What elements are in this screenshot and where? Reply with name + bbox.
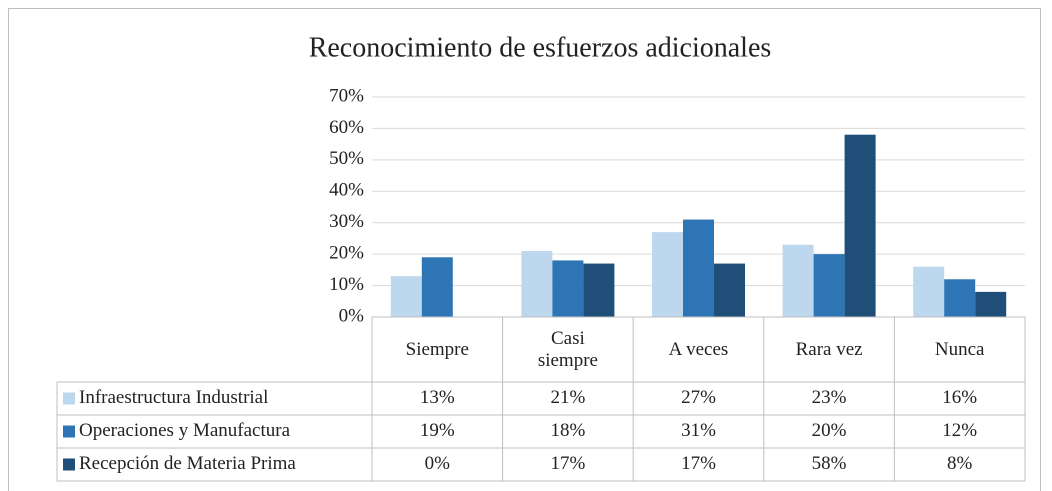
y-tick-label: 70%	[329, 85, 364, 106]
y-tick-label: 60%	[329, 117, 364, 138]
x-tick-label: Siempre	[405, 338, 469, 360]
x-tick-label: Nunca	[934, 338, 985, 360]
data-label: 17%	[550, 453, 585, 474]
data-label: 31%	[681, 420, 716, 441]
data-label: 13%	[420, 387, 455, 408]
data-label: 21%	[550, 387, 585, 408]
bar	[913, 266, 945, 317]
data-label: 17%	[681, 453, 716, 474]
x-tick-cell: Nunca	[934, 338, 985, 360]
data-label: 23%	[812, 387, 847, 408]
x-tick-label: Rara vez	[795, 338, 863, 360]
bar	[844, 134, 876, 317]
bar	[782, 244, 814, 317]
chart-title: Reconocimiento de esfuerzos adicionales	[309, 32, 772, 63]
x-tick-cell: Rara vez	[795, 338, 863, 360]
data-label: 8%	[947, 453, 973, 474]
y-tick-label: 0%	[339, 305, 365, 326]
bar	[521, 251, 553, 317]
data-label: 20%	[812, 420, 847, 441]
legend-label: Operaciones y Manufactura	[79, 420, 291, 441]
data-label: 12%	[942, 420, 977, 441]
y-tick-label: 30%	[329, 211, 364, 232]
data-label: 0%	[425, 453, 451, 474]
bar	[813, 254, 845, 317]
bar	[421, 257, 453, 317]
data-label: 27%	[681, 387, 716, 408]
bar	[552, 260, 584, 317]
x-tick-cell: A veces	[668, 338, 729, 360]
legend-swatch	[63, 458, 75, 471]
y-tick-label: 40%	[329, 180, 364, 201]
bar	[975, 291, 1007, 317]
y-tick-label: 50%	[329, 148, 364, 169]
x-tick-cell: Siempre	[405, 338, 469, 360]
bar	[683, 219, 714, 317]
x-tick-label: A veces	[668, 338, 729, 360]
bar	[390, 276, 422, 317]
y-tick-label: 10%	[329, 274, 364, 295]
legend-swatch	[63, 425, 75, 438]
bar	[583, 263, 615, 317]
y-tick-label: 20%	[329, 243, 364, 264]
data-label: 19%	[420, 420, 455, 441]
data-label: 18%	[550, 420, 585, 441]
legend-label: Infraestructura Industrial	[79, 387, 268, 408]
data-label: 16%	[942, 387, 977, 408]
bar	[652, 232, 683, 317]
chart-border	[8, 8, 1041, 491]
legend-label: Recepción de Materia Prima	[79, 453, 296, 474]
x-tick-label: Casi siempre	[537, 327, 598, 371]
x-tick-cell: Casi siempre	[537, 327, 598, 371]
legend-swatch	[63, 392, 75, 405]
bar	[714, 263, 745, 317]
bar	[944, 279, 976, 317]
data-label: 58%	[812, 453, 847, 474]
